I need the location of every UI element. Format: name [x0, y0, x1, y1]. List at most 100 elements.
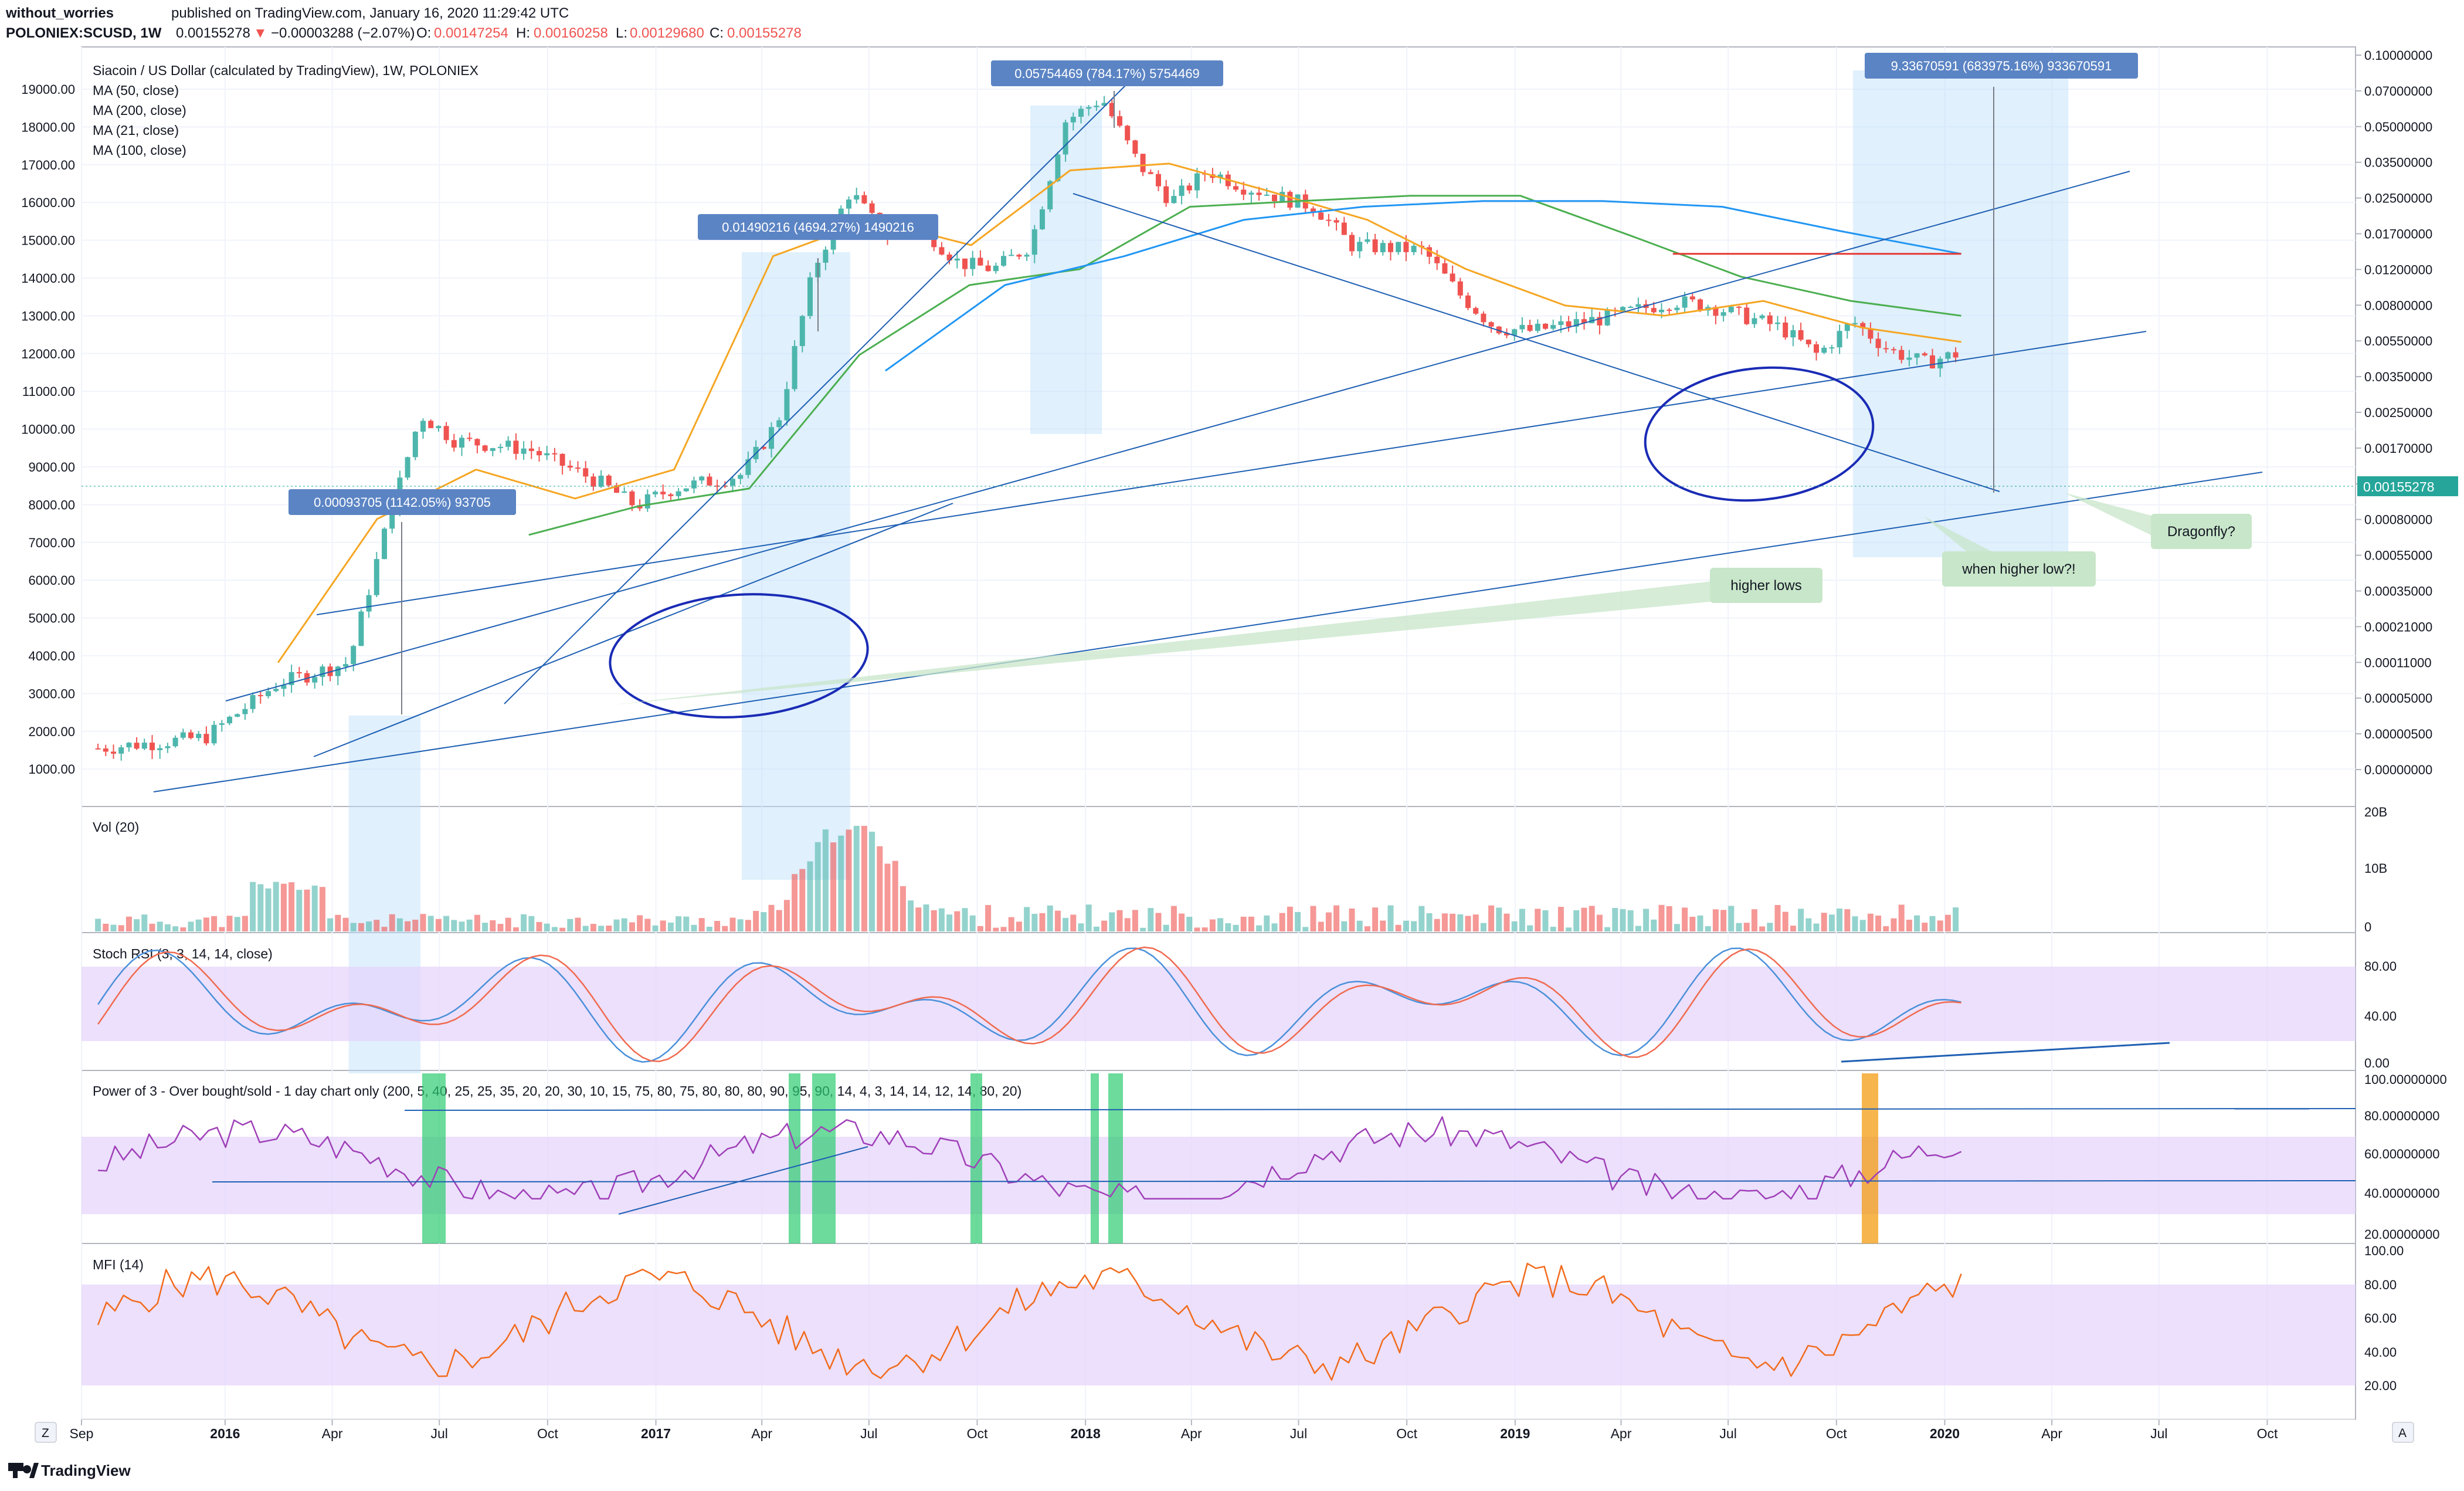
candle-body [111, 751, 117, 754]
volume-bar [822, 829, 829, 931]
volume-bar [962, 908, 968, 931]
candle-body [1527, 325, 1533, 331]
volume-bar [280, 883, 287, 931]
volume-bar [219, 927, 225, 931]
volume-bar [1070, 914, 1077, 931]
candle-body [1001, 256, 1007, 266]
candle-body [1906, 357, 1912, 360]
volume-bar [1643, 909, 1650, 931]
volume-bar [1240, 916, 1247, 931]
volume-bar [459, 921, 465, 931]
candle-body [939, 247, 945, 255]
volume-bar [598, 926, 605, 931]
volume-bar [110, 924, 117, 931]
candle-body [559, 453, 565, 466]
candle-body [1759, 315, 1765, 318]
stoch-trendline [1841, 1042, 2170, 1063]
volume-bar [1914, 915, 1920, 931]
volume-bar [304, 889, 310, 931]
volume-bar [768, 904, 775, 931]
volume-bar [977, 926, 983, 931]
candle-body [1156, 174, 1162, 187]
time-axis[interactable]: Sep 2016 Apr Jul Oct 2017 Apr Jul Oct 2018 Apr Jul O… [70, 1419, 2356, 1446]
candle-body [1326, 219, 1332, 221]
volume-bar [551, 927, 558, 931]
volume-bar [1573, 910, 1580, 931]
mfi-panel: MFI (14) 100.00 80.00 60.00 40.00 20.00 [82, 1243, 2404, 1393]
volume-bar [1604, 927, 1611, 931]
auto-scale-button[interactable] [2392, 1422, 2414, 1443]
candle-body [1086, 107, 1092, 109]
volume-bar [1658, 904, 1665, 931]
time-tick-label: Apr [1611, 1426, 1632, 1441]
left-price-axis[interactable]: 19000.00 18000.00 17000.00 16000.00 15000.00… [21, 82, 75, 777]
trendline [225, 171, 2130, 702]
note-pointer [610, 576, 1759, 705]
volume-bar [783, 900, 790, 931]
volume-bar [846, 829, 852, 931]
candle-body [320, 666, 325, 677]
candle-body [1674, 307, 1680, 310]
volume-bar [985, 904, 992, 931]
volume-bar [474, 914, 480, 931]
stoch-title: Stoch RSI (3, 3, 14, 14, close) [93, 946, 273, 961]
candle-body [1163, 186, 1169, 204]
candle-body [289, 672, 294, 685]
volume-bar [900, 886, 906, 931]
volume-bar [1929, 916, 1936, 931]
candle-body [644, 494, 650, 509]
candle-body [1535, 323, 1540, 331]
volume-bar [1813, 923, 1820, 931]
candle-body [1628, 306, 1634, 308]
candle-body [157, 748, 163, 750]
volume-bar [1712, 909, 1719, 931]
volume-bar [1651, 919, 1657, 931]
measure-label-bg [1865, 53, 2138, 79]
volume-bar [1441, 913, 1448, 931]
candle-body [699, 476, 705, 481]
candle-body [1117, 116, 1123, 126]
volume-bar [157, 921, 163, 931]
volume-bar [714, 921, 721, 931]
volume-bar [698, 918, 705, 931]
candle-body [1899, 350, 1905, 360]
volume-bar [1798, 909, 1804, 931]
volume-bar [490, 920, 496, 931]
candle-body [1442, 263, 1448, 274]
volume-bar [861, 826, 867, 931]
right-price-axis[interactable]: 0.10000000 0.07000000 0.05000000 0.03500000… [2356, 48, 2432, 777]
volume-panel: Vol (20) 20B 10B 0 [93, 805, 2387, 934]
time-tick-label: 2016 [210, 1426, 240, 1441]
volume-bar [1883, 926, 1889, 931]
candle-body [1922, 353, 1927, 355]
zoom-button[interactable] [35, 1422, 57, 1443]
volume-bar [435, 919, 442, 931]
footer: Z A TradingView [8, 1422, 2414, 1479]
zoom-button-label: Z [42, 1426, 49, 1440]
volume-bar [1310, 906, 1316, 931]
candle-body [1186, 185, 1192, 191]
measure-label-text: 9.33670591 (683975.16%) 933670591 [1891, 59, 2112, 73]
power-axis-label: 80.00000000 [2364, 1109, 2439, 1123]
volume-bar [1596, 914, 1603, 931]
volume-bar [374, 920, 380, 931]
volume-bar [1318, 921, 1324, 931]
candle-body [1953, 352, 1959, 358]
author-name[interactable]: without_worries [5, 5, 114, 21]
candle-body [1078, 109, 1084, 117]
candle-body [637, 505, 643, 509]
volume-bar [683, 916, 690, 931]
candle-body [405, 457, 410, 478]
volume-bar [1395, 924, 1401, 931]
candle-body [1473, 308, 1479, 314]
candle-body [358, 611, 364, 646]
right-axis-label: 0.00011000 [2364, 655, 2432, 670]
volume-bar [1116, 910, 1123, 931]
note-box [1942, 551, 2096, 587]
candle-body [552, 453, 558, 455]
volume-bar [706, 926, 712, 931]
volume-bar [1837, 908, 1843, 931]
volume-bar [1140, 927, 1146, 931]
volume-bar [1503, 913, 1510, 931]
volume-bar [1217, 918, 1224, 931]
